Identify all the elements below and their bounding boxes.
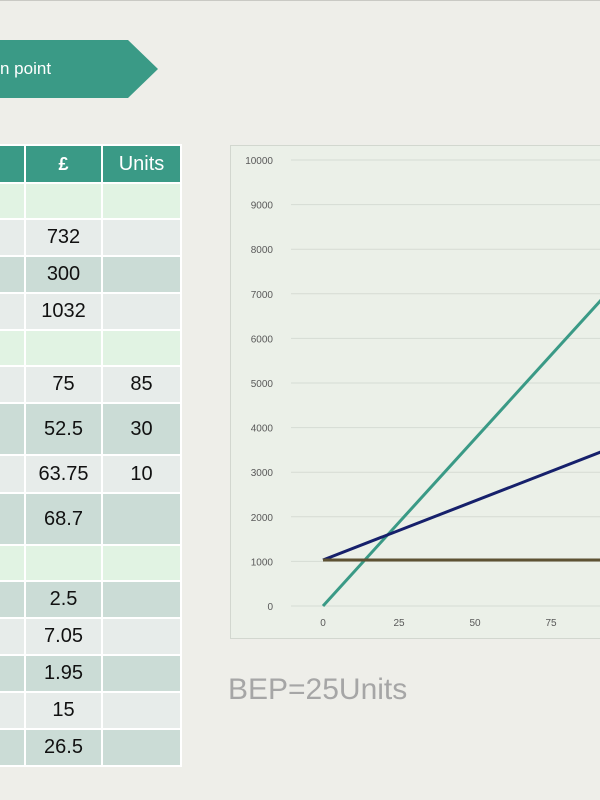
table-row: 63.75 10 [0, 454, 182, 494]
table-row: 75 85 [0, 365, 182, 404]
pound-cell: 7.05 [24, 617, 103, 656]
pound-cell: 68.7 [24, 492, 103, 546]
units-cell [101, 492, 182, 546]
pound-cell: 732 [24, 218, 103, 257]
pound-cell: 15 [24, 691, 103, 730]
pound-cell: 26.5 [24, 728, 103, 767]
total-cost-line [322, 450, 600, 562]
table-section-row [0, 182, 182, 220]
row-label-cell [0, 544, 26, 582]
row-label-cell [0, 580, 26, 619]
table-body: 732 300 1032 75 85 52.5 30 63.75 10 68.7 2.5 7.05 1.… [0, 182, 182, 767]
units-cell [101, 617, 182, 656]
row-label-cell [0, 329, 26, 367]
x-tick-label: 25 [393, 618, 405, 629]
banner-arrow-shape [0, 40, 158, 98]
units-cell: 85 [101, 365, 182, 404]
table-row: 2.5 [0, 580, 182, 619]
units-cell [101, 218, 182, 257]
units-cell [101, 691, 182, 730]
row-label-cell [0, 454, 26, 494]
units-cell [101, 255, 182, 294]
table-row: 7.05 [0, 617, 182, 656]
y-tick-label: 8000 [251, 245, 274, 256]
table-row: 26.5 [0, 728, 182, 767]
pound-cell [24, 544, 103, 582]
y-tick-label: 2000 [251, 513, 274, 524]
revenue-line [321, 298, 600, 608]
units-cell [101, 728, 182, 767]
pound-cell: 1.95 [24, 654, 103, 693]
table-row: 732 [0, 218, 182, 257]
y-tick-label: 9000 [251, 201, 274, 212]
units-cell [101, 292, 182, 331]
x-tick-label: 75 [545, 618, 557, 629]
y-tick-label: 6000 [251, 334, 274, 345]
title-banner: n point [0, 40, 158, 98]
header-cell-pound: £ [24, 144, 103, 184]
header-cell-label [0, 144, 26, 184]
line-chart: 0 1000 2000 3000 4000 5000 6000 7000 8000 9000 100… [245, 156, 600, 629]
y-tick-label: 0 [267, 602, 273, 613]
y-tick-label: 1000 [251, 557, 274, 568]
pound-cell: 2.5 [24, 580, 103, 619]
units-cell [101, 544, 182, 582]
row-label-cell [0, 182, 26, 220]
table-row: 52.5 30 [0, 402, 182, 456]
row-label-cell [0, 617, 26, 656]
pound-cell: 63.75 [24, 454, 103, 494]
pound-cell: 300 [24, 255, 103, 294]
units-cell [101, 329, 182, 367]
table-row: 15 [0, 691, 182, 730]
row-label-cell [0, 218, 26, 257]
bep-label: BEP=25Units [228, 673, 408, 706]
y-tick-label: 10000 [245, 156, 273, 167]
row-label-cell [0, 292, 26, 331]
units-cell: 10 [101, 454, 182, 494]
units-cell: 30 [101, 402, 182, 456]
row-label-cell [0, 402, 26, 456]
y-tick-label: 7000 [251, 290, 274, 301]
row-label-cell [0, 654, 26, 693]
table-row: 68.7 [0, 492, 182, 546]
row-label-cell [0, 492, 26, 546]
units-cell [101, 580, 182, 619]
x-tick-label: 0 [320, 618, 326, 629]
table-row: 1032 [0, 292, 182, 331]
top-rule [0, 0, 600, 1]
table-section-row [0, 544, 182, 582]
table-section-row [0, 329, 182, 367]
x-tick-label: 50 [469, 618, 481, 629]
units-cell [101, 182, 182, 220]
row-label-cell [0, 691, 26, 730]
row-label-cell [0, 728, 26, 767]
header-cell-units: Units [101, 144, 182, 184]
banner-title: n point [0, 59, 52, 78]
y-tick-label: 4000 [251, 424, 274, 435]
table-header-row: £ Units [0, 144, 182, 184]
row-label-cell [0, 365, 26, 404]
data-table: £ Units 732 300 1032 75 85 52.5 30 63.75 10 68.7 2… [0, 144, 182, 767]
pound-cell: 75 [24, 365, 103, 404]
pound-cell [24, 182, 103, 220]
pound-cell [24, 329, 103, 367]
table-row: 300 [0, 255, 182, 294]
pound-cell: 52.5 [24, 402, 103, 456]
y-tick-label: 5000 [251, 379, 274, 390]
table-row: 1.95 [0, 654, 182, 693]
pound-cell: 1032 [24, 292, 103, 331]
units-cell [101, 654, 182, 693]
chart-area: 0 1000 2000 3000 4000 5000 6000 7000 8000 9000 100… [230, 145, 600, 639]
row-label-cell [0, 255, 26, 294]
y-tick-label: 3000 [251, 468, 274, 479]
